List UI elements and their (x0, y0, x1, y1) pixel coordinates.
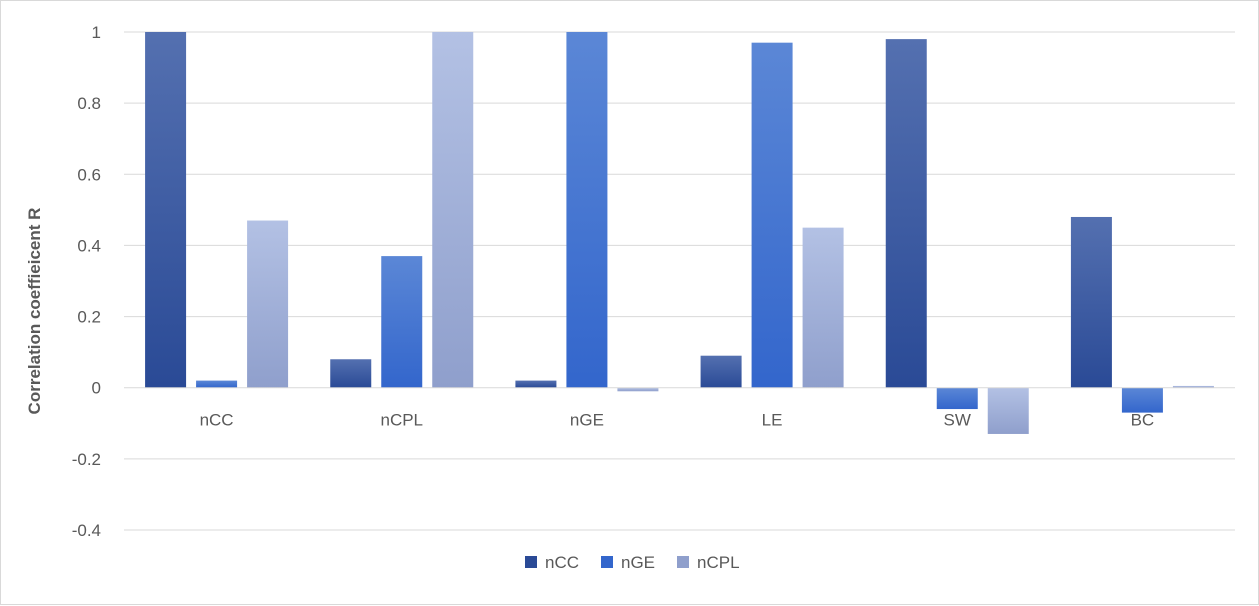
bar-nCC-BC (1070, 216, 1112, 388)
x-category-label: nGE (570, 411, 604, 430)
bar-nGE-BC (1121, 387, 1163, 413)
bar-nCPL-SW (987, 387, 1029, 434)
x-category-label: SW (944, 411, 971, 430)
legend-label-nCPL: nCPL (697, 553, 740, 572)
y-tick-label: 0.8 (77, 94, 101, 113)
bar-nCC-nCC (145, 32, 187, 388)
legend-swatch-nCPL (677, 556, 689, 568)
y-tick-label: 0.2 (77, 308, 101, 327)
y-tick-label: -0.2 (72, 450, 101, 469)
x-category-label: nCPL (380, 411, 423, 430)
bar-nCC-nGE (515, 380, 557, 388)
bar-nCPL-LE (802, 227, 844, 388)
legend: nCC nGE nCPL (525, 553, 740, 572)
bar-nCC-nCPL (330, 359, 372, 388)
x-axis-categories: nCC nCPL nGE LE SW BC (200, 411, 1155, 430)
y-tick-label: 0.6 (77, 165, 101, 184)
bar-nCC-LE (700, 355, 742, 388)
x-category-label: BC (1131, 411, 1155, 430)
bar-nCPL-nGE (617, 387, 659, 392)
legend-swatch-nGE (601, 556, 613, 568)
legend-swatch-nCC (525, 556, 537, 568)
y-tick-label: 1 (92, 23, 101, 42)
bar-nGE-nCC (196, 380, 238, 388)
legend-label-nGE: nGE (621, 553, 655, 572)
gridlines (124, 31, 1235, 531)
bar-nCPL-BC (1172, 385, 1214, 388)
bar-nGE-LE (751, 42, 793, 388)
y-tick-label: 0 (92, 379, 101, 398)
x-category-label: LE (762, 411, 783, 430)
bar-nCPL-nCPL (432, 32, 474, 388)
y-tick-label: 0.4 (77, 236, 101, 255)
bar-nGE-nCPL (381, 256, 423, 388)
bar-nCPL-nCC (247, 220, 289, 388)
bar-nCC-SW (885, 39, 927, 388)
bar-nGE-SW (936, 387, 978, 410)
y-axis-ticks: 1 0.8 0.6 0.4 0.2 0 -0.2 -0.4 (72, 23, 101, 540)
x-category-label: nCC (200, 411, 234, 430)
legend-label-nCC: nCC (545, 553, 579, 572)
bar-nGE-nGE (566, 32, 608, 388)
y-tick-label: -0.4 (72, 521, 101, 540)
y-axis-title: Correlation coeffieicent R (25, 208, 44, 415)
bars (145, 32, 1214, 434)
